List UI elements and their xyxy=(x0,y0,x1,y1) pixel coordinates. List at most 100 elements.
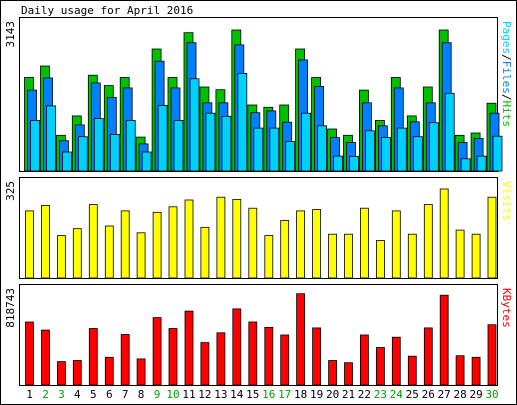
bar-visits-26 xyxy=(423,204,433,279)
bar-visits-22 xyxy=(359,207,369,279)
bar-visits-19 xyxy=(312,209,322,279)
bar-kbytes-10 xyxy=(168,328,178,386)
bar-pages-23 xyxy=(380,137,391,172)
bar-kbytes-27 xyxy=(439,294,449,386)
panel-hits-files-pages: 3143 Pages/Files/Hits xyxy=(4,17,513,172)
x-tick-label: 15 xyxy=(246,388,259,401)
bar-visits-10 xyxy=(168,206,178,279)
bar-kbytes-26 xyxy=(423,327,433,386)
bar-pages-26 xyxy=(428,122,439,172)
bar-visits-16 xyxy=(264,235,274,279)
bar-pages-9 xyxy=(157,105,168,172)
x-tick-label: 5 xyxy=(90,388,97,401)
ymax-label-kbytes: 818743 xyxy=(4,288,17,328)
bar-visits-12 xyxy=(200,226,210,279)
bar-visits-30 xyxy=(487,196,497,279)
bar-kbytes-2 xyxy=(41,329,50,386)
x-tick-label: 6 xyxy=(106,388,113,401)
bar-kbytes-4 xyxy=(72,360,82,386)
bar-kbytes-3 xyxy=(57,361,66,386)
x-tick-label: 26 xyxy=(422,388,435,401)
bar-pages-28 xyxy=(460,158,471,172)
x-tick-label: 16 xyxy=(262,388,275,401)
series-label-visits: Visits xyxy=(500,181,513,221)
bar-kbytes-20 xyxy=(328,360,338,386)
bar-kbytes-21 xyxy=(344,362,353,386)
bar-pages-12 xyxy=(205,112,216,172)
x-axis-labels: 1 2 3 4 5 6 7 8 9 10 11 12 13 14 15 16 17 18 19 20 21 22 23 24 2… xyxy=(26,388,498,401)
series-label-part-kbytes-0: KBytes xyxy=(500,288,513,328)
bar-kbytes-11 xyxy=(184,310,194,386)
ymax-label-hits-files-pages: 3143 xyxy=(4,21,17,48)
bar-visits-2 xyxy=(41,204,50,279)
bar-pages-1 xyxy=(30,120,40,172)
bar-pages-25 xyxy=(412,136,423,172)
bar-visits-4 xyxy=(72,228,82,279)
x-tick-label: 4 xyxy=(74,388,81,401)
x-tick-label: 14 xyxy=(230,388,244,401)
bar-pages-16 xyxy=(269,127,280,172)
bar-visits-25 xyxy=(407,233,417,279)
panel-frame-visits xyxy=(19,177,498,279)
bar-visits-23 xyxy=(375,240,385,279)
bar-pages-15 xyxy=(253,127,264,172)
bar-kbytes-1 xyxy=(25,321,34,386)
bar-pages-11 xyxy=(189,78,200,172)
series-label-part-hits-files-pages-0: Pages xyxy=(500,21,513,54)
bar-visits-8 xyxy=(136,232,146,279)
bar-visits-21 xyxy=(344,233,353,279)
bar-kbytes-17 xyxy=(280,334,290,386)
x-tick-label: 18 xyxy=(294,388,307,401)
series-label-kbytes: KBytes xyxy=(500,288,513,328)
x-tick-label: 19 xyxy=(310,388,323,401)
bar-visits-29 xyxy=(471,233,481,279)
bar-visits-5 xyxy=(88,204,98,279)
bar-visits-27 xyxy=(439,188,449,279)
bar-kbytes-19 xyxy=(312,327,322,386)
bar-pages-10 xyxy=(173,120,184,172)
bar-kbytes-8 xyxy=(136,358,146,386)
x-tick-label: 27 xyxy=(438,388,451,401)
bar-pages-4 xyxy=(77,136,88,172)
panel-frame-kbytes xyxy=(19,284,498,386)
x-tick-label: 17 xyxy=(278,388,291,401)
bar-kbytes-13 xyxy=(216,332,226,386)
bar-kbytes-12 xyxy=(200,342,210,386)
bar-visits-9 xyxy=(152,211,162,279)
series-label-part-hits-files-pages-3: / xyxy=(500,94,513,101)
bar-pages-18 xyxy=(301,112,312,172)
bar-pages-17 xyxy=(285,141,296,172)
bar-kbytes-22 xyxy=(359,334,369,386)
bar-kbytes-24 xyxy=(391,336,401,386)
bar-kbytes-23 xyxy=(375,347,385,386)
bar-visits-1 xyxy=(25,210,34,279)
series-label-part-hits-files-pages-4: Hits xyxy=(500,101,513,128)
bar-pages-8 xyxy=(141,151,152,172)
bar-kbytes-7 xyxy=(120,334,130,386)
bar-visits-14 xyxy=(232,198,242,279)
bar-kbytes-29 xyxy=(471,356,481,386)
bar-kbytes-15 xyxy=(248,321,258,386)
bar-visits-15 xyxy=(248,207,258,279)
bar-kbytes-16 xyxy=(264,326,274,386)
bar-visits-24 xyxy=(391,210,401,279)
bar-visits-11 xyxy=(184,199,194,279)
bar-kbytes-30 xyxy=(487,324,497,386)
bar-kbytes-25 xyxy=(407,355,417,386)
x-tick-label: 2 xyxy=(42,388,49,401)
bar-kbytes-5 xyxy=(88,328,98,386)
bar-pages-22 xyxy=(364,130,375,172)
series-label-part-visits-0: Visits xyxy=(500,181,513,221)
bar-visits-6 xyxy=(104,225,114,279)
bar-kbytes-6 xyxy=(104,356,114,386)
x-tick-label: 24 xyxy=(390,388,404,401)
x-tick-label: 25 xyxy=(406,388,419,401)
bar-pages-20 xyxy=(333,155,344,172)
x-tick-label: 22 xyxy=(358,388,371,401)
x-tick-label: 7 xyxy=(122,388,129,401)
x-tick-label: 23 xyxy=(374,388,387,401)
bar-pages-29 xyxy=(476,155,487,172)
bar-kbytes-18 xyxy=(296,293,306,386)
bar-pages-5 xyxy=(93,118,104,172)
bar-pages-3 xyxy=(62,151,72,172)
